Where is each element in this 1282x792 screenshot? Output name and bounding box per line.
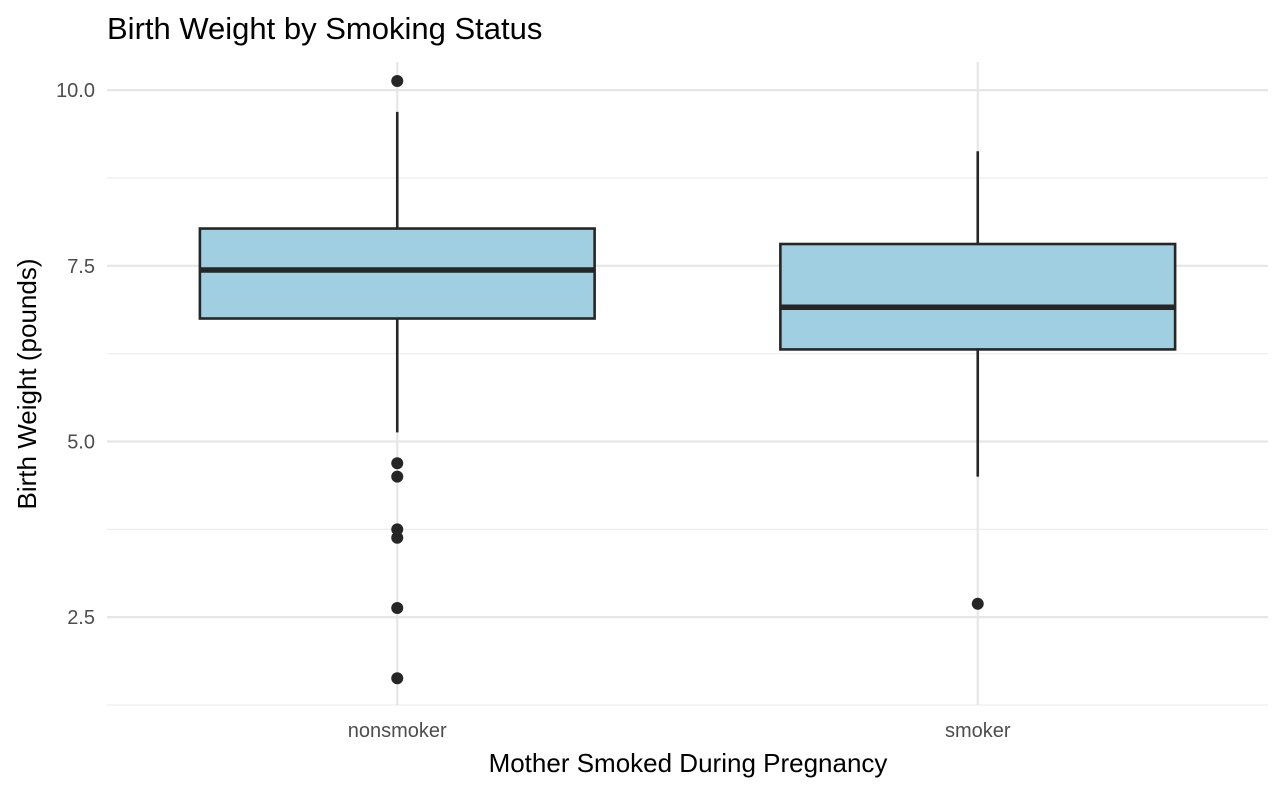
- outlier-point: [391, 470, 404, 483]
- x-axis-ticks: nonsmoker smoker: [348, 720, 1011, 742]
- outlier-point: [391, 457, 404, 470]
- grid-lines: [107, 62, 1268, 706]
- iqr-box: [198, 227, 596, 320]
- outliers-layer: [391, 74, 984, 685]
- outlier-point: [391, 672, 404, 685]
- chart-title: Birth Weight by Smoking Status: [107, 11, 542, 46]
- outlier-point: [391, 523, 404, 536]
- y-tick-label: 2.5: [67, 607, 95, 629]
- iqr-box: [779, 242, 1177, 351]
- y-tick-label: 5.0: [67, 431, 95, 453]
- y-axis-ticks: 2.5 5.0 7.5 10.0: [56, 80, 95, 629]
- box-nonsmoker: [198, 111, 596, 433]
- y-tick-label: 7.5: [67, 256, 95, 278]
- y-axis-title: Birth Weight (pounds): [12, 259, 42, 510]
- x-tick-label: smoker: [945, 720, 1011, 742]
- outlier-point: [391, 602, 404, 615]
- x-tick-label: nonsmoker: [348, 720, 447, 742]
- y-tick-label: 10.0: [56, 80, 95, 102]
- outlier-point: [391, 74, 404, 87]
- box-smoker: [779, 151, 1177, 477]
- outlier-point: [391, 531, 404, 544]
- boxes-layer: [198, 111, 1177, 477]
- x-axis-title: Mother Smoked During Pregnancy: [489, 748, 888, 778]
- outlier-point: [971, 597, 984, 610]
